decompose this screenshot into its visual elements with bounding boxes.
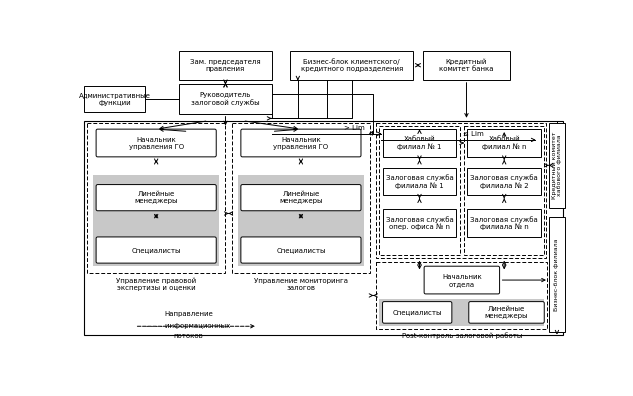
Text: Хабовый
филиал № n: Хабовый филиал № n xyxy=(482,136,527,150)
Bar xyxy=(467,209,541,237)
Bar xyxy=(382,168,456,195)
Bar xyxy=(290,51,413,80)
FancyBboxPatch shape xyxy=(241,237,361,263)
Bar xyxy=(467,168,541,195)
Bar xyxy=(464,126,544,255)
FancyBboxPatch shape xyxy=(469,302,544,323)
Bar xyxy=(377,123,546,258)
Text: Залоговая служба
филиала № 2: Залоговая служба филиала № 2 xyxy=(470,174,538,189)
Bar xyxy=(379,126,460,255)
Text: Бизнес-блок филиала: Бизнес-блок филиала xyxy=(555,238,560,311)
Text: Управление мониторинга
залогов: Управление мониторинга залогов xyxy=(254,278,348,291)
Bar xyxy=(549,217,565,332)
Text: Залоговая служба
опер. офиса № n: Залоговая служба опер. офиса № n xyxy=(385,216,453,230)
FancyBboxPatch shape xyxy=(241,129,361,157)
Bar xyxy=(232,123,370,273)
Text: Начальник
управления ГО: Начальник управления ГО xyxy=(128,137,184,150)
Bar xyxy=(84,121,563,335)
Bar xyxy=(467,129,541,157)
Text: Управление правовой
экспертизы и оценки: Управление правовой экспертизы и оценки xyxy=(116,278,196,291)
Text: потоков: потоков xyxy=(173,333,203,339)
Text: Начальник
управления ГО: Начальник управления ГО xyxy=(273,137,329,150)
Text: Руководитель
залоговой службы: Руководитель залоговой службы xyxy=(191,92,260,106)
Text: Post-контроль залоговой работы: Post-контроль залоговой работы xyxy=(402,332,522,339)
Text: > Lim: > Lim xyxy=(344,125,365,131)
Text: Направление: Направление xyxy=(164,311,213,317)
Text: Специалисты: Специалисты xyxy=(132,247,181,253)
Bar xyxy=(377,262,548,329)
Text: Кредитный комитет
хабового филиала: Кредитный комитет хабового филиала xyxy=(551,131,563,199)
Bar xyxy=(87,123,225,273)
Bar xyxy=(382,209,456,237)
FancyBboxPatch shape xyxy=(96,237,216,263)
Bar xyxy=(382,129,456,157)
Text: Административные
функции: Административные функции xyxy=(78,93,151,106)
Text: - - - - информационных: - - - - информационных xyxy=(146,323,230,329)
Bar xyxy=(179,84,272,114)
FancyBboxPatch shape xyxy=(382,302,452,323)
Bar xyxy=(93,175,219,266)
Text: Хабовый
филиал № 1: Хабовый филиал № 1 xyxy=(398,136,442,150)
FancyBboxPatch shape xyxy=(241,185,361,211)
Bar xyxy=(238,175,364,266)
FancyBboxPatch shape xyxy=(96,185,216,211)
Text: Начальник
отдела: Начальник отдела xyxy=(442,274,482,287)
Text: Залоговая служба
филиала № n: Залоговая служба филиала № n xyxy=(470,216,538,230)
Text: Линейные
менеджеры: Линейные менеджеры xyxy=(134,191,178,204)
FancyBboxPatch shape xyxy=(96,129,216,157)
Bar xyxy=(549,123,565,208)
Bar xyxy=(84,86,146,112)
Text: Залоговая служба
филиала № 1: Залоговая служба филиала № 1 xyxy=(385,174,453,189)
Bar xyxy=(379,299,544,326)
Bar xyxy=(423,51,510,80)
Text: Специалисты: Специалисты xyxy=(276,247,325,253)
Text: ≤ Lim: ≤ Lim xyxy=(463,131,484,137)
Text: Линейные
менеджеры: Линейные менеджеры xyxy=(279,191,323,204)
Text: Бизнес-блок клиентского/
кредитного подразделения: Бизнес-блок клиентского/ кредитного подр… xyxy=(301,58,403,72)
Text: Специалисты: Специалисты xyxy=(392,309,442,315)
Bar xyxy=(179,51,272,80)
Text: Линейные
менеджеры: Линейные менеджеры xyxy=(485,306,529,319)
Text: Кредитный
комитет банка: Кредитный комитет банка xyxy=(439,59,494,72)
Text: Зам. председателя
правления: Зам. председателя правления xyxy=(190,59,261,72)
FancyBboxPatch shape xyxy=(424,266,499,294)
